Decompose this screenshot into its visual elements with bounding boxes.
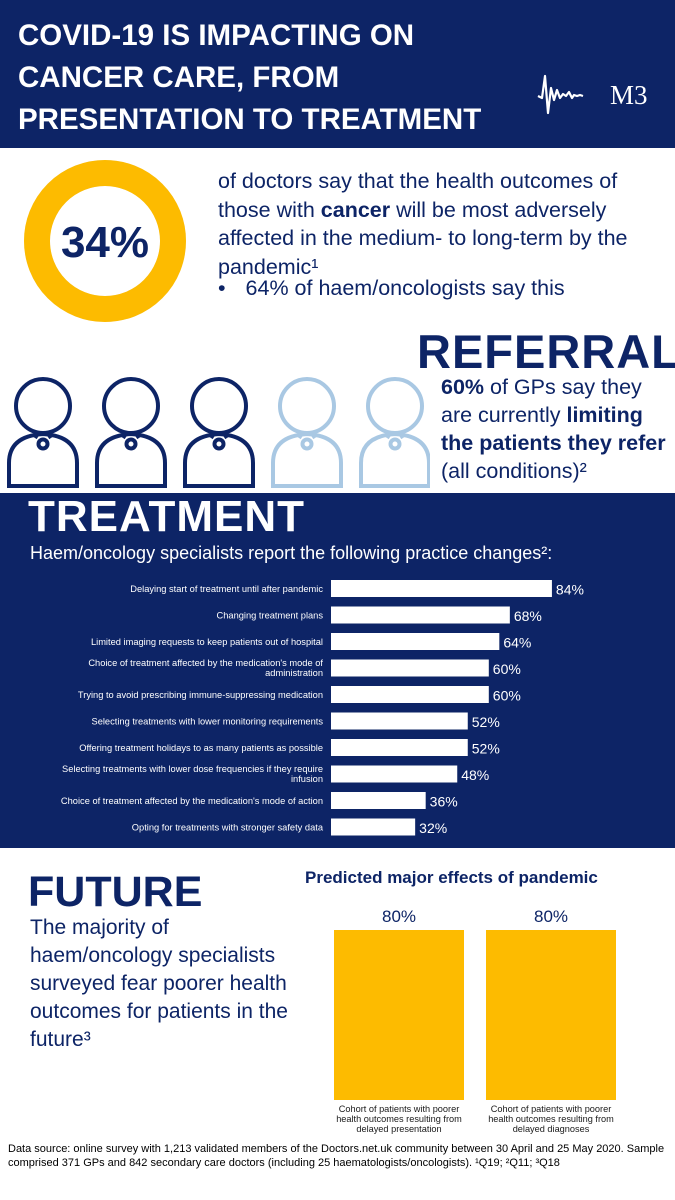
- stat-bullet: • 64% of haem/oncologists say this: [218, 276, 565, 301]
- donut-value: 34%: [61, 218, 149, 267]
- treatment-subtitle: Haem/oncology specialists report the fol…: [30, 543, 553, 563]
- bar-category-label: Cohort of patients with poorer health out…: [336, 1104, 462, 1134]
- referral-bold: limiting the patients they refer: [441, 403, 666, 455]
- m3-logo-waveform-icon: [537, 74, 584, 115]
- bar-value-label: 52%: [472, 714, 500, 730]
- referral-text-1: of GPs say they are currently: [441, 375, 642, 427]
- header-banner: [0, 0, 675, 148]
- predicted-chart-title: Predicted major effects of pandemic: [305, 868, 598, 887]
- treatment-title: TREATMENT: [28, 492, 306, 541]
- person-icon: [183, 377, 255, 488]
- bar: [331, 765, 458, 783]
- referral-pct: 60%: [441, 375, 485, 399]
- practice-changes-chart: 84% Delaying start of treatment until aft…: [61, 580, 584, 836]
- future-title: FUTURE: [28, 868, 203, 916]
- bar-value-label: 60%: [493, 661, 521, 677]
- bar-category-label: Selecting treatments with lower monitori…: [92, 717, 324, 727]
- bar-category-label: Limited imaging requests to keep patient…: [91, 637, 323, 647]
- bar-value-label: 68%: [514, 608, 542, 624]
- stat-text-bold: cancer: [320, 197, 391, 222]
- bar-category-label: Trying to avoid prescribing immune-suppr…: [78, 690, 323, 700]
- referral-text: 60% of GPs say they are currently limiti…: [441, 373, 671, 485]
- bar-value-label: 48%: [461, 767, 489, 783]
- bar-value-label: 80%: [382, 907, 416, 926]
- bar-category-label: Selecting treatments with lower dose fre…: [62, 764, 323, 784]
- footer-source-note: Data source: online survey with 1,213 va…: [8, 1143, 665, 1169]
- referral-title: REFERRAL: [417, 325, 675, 378]
- bar: [486, 930, 616, 1100]
- bar: [331, 606, 510, 624]
- future-text: The majority of haem/oncology specialist…: [30, 916, 288, 1051]
- person-icon: [95, 377, 167, 488]
- stat-text-pre: of doctors say that the health outcomes …: [218, 169, 618, 222]
- bullet-dot: •: [218, 276, 226, 300]
- bullet-text: 64% of haem/oncologists say this: [245, 276, 565, 300]
- stat-donut: 34%: [24, 160, 186, 322]
- bar-value-label: 80%: [534, 907, 568, 926]
- bar-category-label: Changing treatment plans: [217, 611, 324, 621]
- referral-text-2: (all conditions)²: [441, 459, 587, 483]
- bar-value-label: 32%: [419, 820, 447, 836]
- donut-arc: [24, 160, 186, 322]
- bar: [331, 818, 416, 836]
- bar-category-label: Cohort of patients with poorer health out…: [488, 1104, 614, 1134]
- bar: [331, 686, 489, 703]
- predicted-effects-chart: 80% Cohort of patients with poorer health …: [334, 907, 616, 1134]
- bar: [331, 712, 468, 730]
- bar: [334, 930, 464, 1100]
- bar-category-label: Opting for treatments with stronger safe…: [132, 823, 324, 833]
- bar: [331, 580, 552, 597]
- bar-value-label: 64%: [503, 635, 531, 651]
- bar: [331, 792, 426, 809]
- bar-value-label: 84%: [556, 582, 584, 598]
- person-icon: [7, 377, 79, 488]
- patient-icons: [7, 377, 430, 488]
- bar: [331, 739, 468, 756]
- person-icon: [359, 377, 430, 488]
- person-icon: [271, 377, 343, 488]
- bar-category-label: Choice of treatment affected by the medi…: [61, 796, 323, 806]
- bar-value-label: 60%: [493, 688, 521, 704]
- logo-text: M3: [610, 80, 648, 110]
- bar-category-label: Choice of treatment affected by the medi…: [88, 658, 323, 678]
- bar-category-label: Offering treatment holidays to as many p…: [79, 743, 323, 753]
- stat-text-post: will be most adversely affected in the m…: [218, 197, 628, 279]
- page-title: COVID-19 IS IMPACTING ON CANCER CARE, FR…: [18, 19, 482, 136]
- bar-value-label: 36%: [430, 794, 458, 810]
- stat-description: of doctors say that the health outcomes …: [218, 167, 658, 281]
- bar-value-label: 52%: [472, 741, 500, 757]
- bar: [331, 659, 489, 677]
- bar-category-label: Delaying start of treatment until after …: [130, 584, 323, 594]
- bar: [331, 633, 500, 650]
